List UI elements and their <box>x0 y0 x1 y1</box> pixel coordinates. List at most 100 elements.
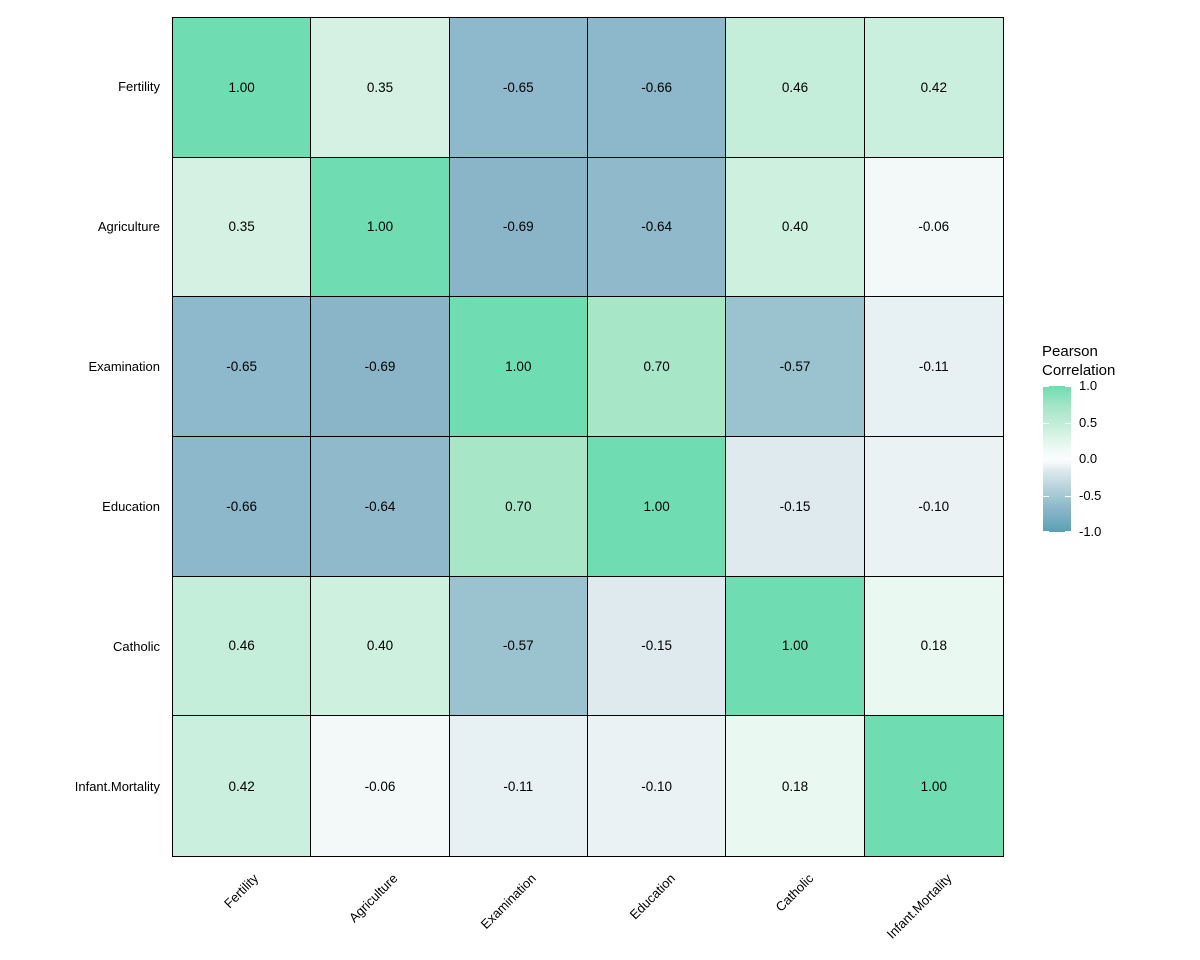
cell-value: -0.66 <box>641 79 673 95</box>
cell-value: -0.11 <box>918 359 949 375</box>
heatmap-cell: 0.42 <box>864 18 1003 158</box>
cell-value: 0.18 <box>781 778 809 794</box>
heatmap-cell: -0.69 <box>449 157 588 298</box>
heatmap-cell: 0.42 <box>173 716 312 856</box>
heatmap-cell: -0.65 <box>173 297 312 437</box>
x-axis-label: Fertility <box>221 870 262 911</box>
heatmap-cell: 0.46 <box>726 18 865 158</box>
heatmap-cell: 1.00 <box>173 18 312 158</box>
heatmap-cell: -0.06 <box>864 157 1003 298</box>
cell-value: -0.15 <box>641 638 673 654</box>
legend-tick-mark <box>1065 386 1071 387</box>
cell-value: 0.70 <box>505 498 532 514</box>
heatmap-cell: 0.18 <box>864 576 1003 717</box>
legend-title: Pearson Correlation <box>1042 343 1116 379</box>
x-axis-label: Agriculture <box>345 870 401 926</box>
x-axis-label: Infant.Mortality <box>884 870 955 942</box>
heatmap-cell: -0.65 <box>449 18 588 158</box>
cell-value: 0.42 <box>920 79 947 95</box>
cell-value: -0.06 <box>364 778 396 794</box>
heatmap-grid: 1.00 0.35 -0.65 -0.66 0.46 0.42 0.35 1.00 -0.69 -… <box>172 17 1004 857</box>
cell-value: 1.00 <box>920 778 947 794</box>
heatmap-cell: -0.69 <box>311 297 450 437</box>
heatmap-cell: 0.18 <box>726 716 865 856</box>
legend-tick-label: 0.0 <box>1079 451 1098 466</box>
cell-value: 0.46 <box>228 638 255 654</box>
legend-tick-mark <box>1043 459 1049 460</box>
cell-value: 1.00 <box>228 79 255 95</box>
cell-value: -0.15 <box>779 498 811 514</box>
cell-value: -0.57 <box>779 359 811 375</box>
cell-value: 0.46 <box>781 79 809 95</box>
legend-tick-mark <box>1065 531 1071 532</box>
legend-tick-mark <box>1043 386 1049 387</box>
heatmap-cell: -0.11 <box>864 297 1003 437</box>
heatmap-cell: -0.57 <box>449 576 588 717</box>
heatmap-cell: -0.64 <box>311 437 450 577</box>
heatmap-cell: 1.00 <box>311 157 450 298</box>
heatmap-cell: 0.35 <box>173 157 312 298</box>
cell-value: -0.65 <box>502 79 534 95</box>
heatmap-cell: 1.00 <box>449 297 588 437</box>
cell-value: -0.66 <box>226 498 258 514</box>
cell-value: -0.10 <box>641 778 673 794</box>
cell-value: -0.06 <box>918 219 950 235</box>
cell-value: -0.10 <box>918 498 950 514</box>
y-axis-label: Catholic <box>113 639 160 654</box>
cell-value: -0.57 <box>502 638 534 654</box>
cell-value: 0.40 <box>366 638 394 654</box>
cell-value: -0.65 <box>226 359 258 375</box>
legend-tick-label: -0.5 <box>1079 487 1102 503</box>
cell-value: 0.40 <box>781 219 809 235</box>
y-axis-label: Education <box>102 499 160 514</box>
cell-value: 1.00 <box>781 638 809 654</box>
heatmap-cell: 0.70 <box>587 297 727 437</box>
cell-value: -0.69 <box>502 219 534 235</box>
x-axis-label: Examination <box>477 870 539 932</box>
heatmap-cell: -0.64 <box>587 157 727 298</box>
cell-value: -0.69 <box>364 359 396 375</box>
heatmap-cell: -0.06 <box>311 716 450 856</box>
heatmap-cell: 0.70 <box>449 437 588 577</box>
legend-tick-label: 0.5 <box>1079 414 1098 430</box>
cell-value: 0.18 <box>920 638 947 654</box>
heatmap-cell: 1.00 <box>587 437 727 577</box>
heatmap-cell: -0.66 <box>173 437 312 577</box>
cell-value: 1.00 <box>643 498 670 514</box>
cell-value: 0.70 <box>643 359 670 375</box>
y-axis-label: Infant.Mortality <box>74 779 160 794</box>
heatmap-cell: -0.15 <box>726 437 865 577</box>
legend-tick-mark <box>1043 531 1049 532</box>
cell-value: 0.35 <box>366 79 394 95</box>
heatmap-cell: -0.15 <box>587 576 727 717</box>
y-axis-label: Fertility <box>118 79 160 94</box>
x-axis-label: Education <box>626 870 678 923</box>
cell-value: -0.64 <box>364 498 396 514</box>
heatmap-cell: 1.00 <box>726 576 865 717</box>
legend-tick-mark <box>1065 459 1071 460</box>
heatmap-cell: 0.40 <box>311 576 450 717</box>
heatmap-cell: 0.46 <box>173 576 312 717</box>
y-axis-label: Examination <box>88 359 160 374</box>
heatmap-cell: -0.66 <box>587 18 727 158</box>
heatmap-cell: -0.11 <box>449 716 588 856</box>
legend-tick-mark <box>1043 422 1049 424</box>
cell-value: 1.00 <box>505 359 532 375</box>
heatmap-cell: 1.00 <box>864 716 1003 856</box>
heatmap-cell: 0.40 <box>726 157 865 298</box>
legend-tick-label: 1.0 <box>1079 378 1098 393</box>
heatmap-cell: -0.57 <box>726 297 865 437</box>
legend-tick-mark <box>1043 495 1049 497</box>
cell-value: -0.11 <box>503 778 534 794</box>
x-axis-label: Catholic <box>772 870 817 915</box>
cell-value: -0.64 <box>641 219 673 235</box>
cell-value: 0.42 <box>228 778 255 794</box>
cell-value: 0.35 <box>228 219 255 235</box>
y-axis-label: Agriculture <box>97 219 160 234</box>
heatmap-cell: 0.35 <box>311 18 450 158</box>
legend-tick-mark <box>1065 495 1071 497</box>
cell-value: 1.00 <box>366 219 394 235</box>
heatmap-cell: -0.10 <box>864 437 1003 577</box>
legend-tick-label: -1.0 <box>1079 524 1102 539</box>
